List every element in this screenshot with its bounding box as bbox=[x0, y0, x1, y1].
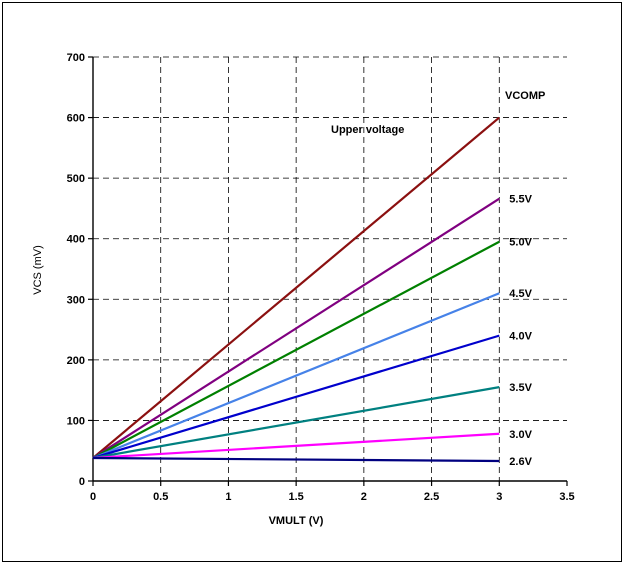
y-tick-label: 600 bbox=[67, 113, 85, 125]
series-line-4-5v bbox=[92, 292, 500, 460]
series-line-2-6v bbox=[92, 456, 500, 463]
series-label: 4.5V bbox=[509, 288, 532, 300]
series-line-upper-voltage bbox=[92, 116, 500, 459]
x-tick-label: 2.5 bbox=[424, 491, 439, 503]
series-line-5-0v bbox=[92, 240, 500, 459]
series-label: 5.0V bbox=[509, 237, 532, 249]
series-line-3-0v bbox=[92, 432, 500, 460]
y-tick-label: 100 bbox=[67, 415, 85, 427]
series-label: 3.5V bbox=[509, 382, 532, 394]
series-label: 4.0V bbox=[509, 331, 532, 343]
grid bbox=[93, 56, 567, 481]
y-tick-label: 300 bbox=[67, 294, 85, 306]
line-chart: 0 0.5 1 1.5 2 2.5 3 3.5 0 100 200 300 400 500 600 700 5… bbox=[32, 52, 575, 527]
x-tick-label: 1 bbox=[225, 491, 231, 503]
series-lines bbox=[92, 116, 500, 463]
y-tick-label: 0 bbox=[79, 476, 85, 488]
axes: 0 0.5 1 1.5 2 2.5 3 3.5 0 100 200 300 400 500 600 700 bbox=[67, 52, 575, 503]
annotation-upper-voltage: Upper voltage bbox=[331, 124, 404, 136]
series-labels: 5.5V 5.0V 4.5V 4.0V 3.5V 3.0V 2.6V bbox=[509, 194, 532, 468]
x-tick-label: 3 bbox=[496, 491, 502, 503]
y-tick-label: 200 bbox=[67, 355, 85, 367]
legend-title-vcomp: VCOMP bbox=[505, 90, 545, 102]
x-tick-label: 1.5 bbox=[288, 491, 303, 503]
series-label: 2.6V bbox=[509, 456, 532, 468]
x-tick-label: 0.5 bbox=[153, 491, 168, 503]
x-tick-label: 3.5 bbox=[559, 491, 574, 503]
y-tick-label: 400 bbox=[67, 234, 85, 246]
x-axis-title: VMULT (V) bbox=[269, 515, 324, 527]
series-line-5-5v bbox=[92, 197, 500, 459]
series-line-4-0v bbox=[92, 334, 500, 460]
y-axis-title: VCS (mV) bbox=[32, 245, 44, 295]
x-tick-label: 0 bbox=[90, 491, 96, 503]
series-line-3-5v bbox=[92, 386, 500, 460]
series-label: 3.0V bbox=[509, 429, 532, 441]
y-tick-label: 700 bbox=[67, 52, 85, 64]
x-tick-label: 2 bbox=[361, 491, 367, 503]
y-tick-label: 500 bbox=[67, 173, 85, 185]
series-label: 5.5V bbox=[509, 194, 532, 206]
